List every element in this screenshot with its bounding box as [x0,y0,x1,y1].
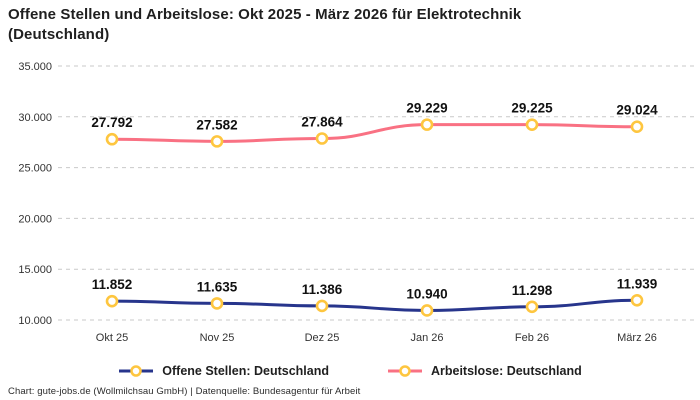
y-tick-label: 35.000 [18,61,52,73]
y-tick-label: 15.000 [18,264,52,276]
chart-title: Offene Stellen und Arbeitslose: Okt 2025… [8,6,522,43]
legend-label: Arbeitslose: Deutschland [430,364,582,378]
data-point-label: 27.864 [301,115,343,130]
chart-canvas: 10.000 15.000 20.000 25.000 30.000 35.000 Okt … [18,61,697,344]
legend-item-offene-stellen: Offene Stellen: Deutschland [118,364,329,378]
x-tick-label: Feb 26 [515,332,549,344]
data-point-label: 11.298 [512,283,553,298]
chart-legend: Offene Stellen: Deutschland Arbeitslose: … [0,360,700,382]
data-point-marker [210,135,224,148]
data-point-label: 10.940 [406,286,447,301]
legend-line-marker-icon [119,365,154,377]
data-point-marker [525,118,539,131]
data-point-label: 11.852 [92,277,133,292]
data-point-label: 29.229 [406,101,447,116]
data-point-marker [630,120,644,134]
data-point-marker [420,118,434,131]
series-line [110,123,639,143]
legend-label: Offene Stellen: Deutschland [162,364,329,378]
y-tick-label: 20.000 [18,213,52,225]
data-point-label: 11.939 [617,276,658,291]
x-tick-label: Okt 25 [96,332,128,344]
data-point-marker [105,294,119,308]
data-point-marker [315,299,329,313]
data-point-marker [105,132,119,146]
data-point-label: 27.792 [91,115,132,130]
data-point-label: 11.386 [302,282,343,297]
data-point-label: 29.225 [511,101,553,116]
data-point-label: 27.582 [196,117,237,132]
data-point-marker [315,132,329,145]
y-tick-label: 30.000 [18,112,52,124]
x-tick-label: März 26 [617,332,657,344]
data-point-marker [420,304,434,317]
data-point-marker [210,297,224,310]
x-tick-label: Nov 25 [200,332,235,344]
legend-item-arbeitslose: Arbeitslose: Deutschland [387,364,582,378]
data-point-label: 11.635 [197,279,238,294]
y-tick-label: 25.000 [18,163,52,175]
chart-footer: Chart: gute-jobs.de (Wollmilchsau GmbH) … [8,386,361,397]
y-tick-label: 10.000 [18,315,52,327]
data-point-marker [525,300,539,314]
data-point-label: 29.024 [616,103,658,118]
legend-line-marker-icon [387,365,422,377]
x-tick-label: Dez 25 [305,332,340,344]
x-tick-label: Jan 26 [410,332,443,344]
data-point-marker [630,293,644,307]
series-line [110,298,639,312]
